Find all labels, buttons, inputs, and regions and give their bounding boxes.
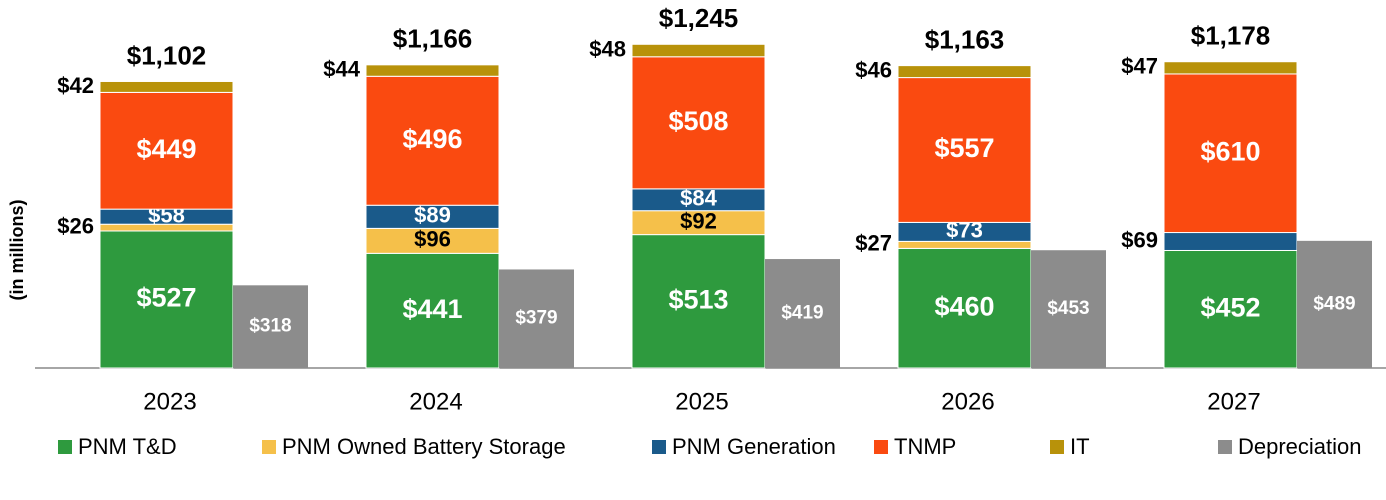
bar-segment	[1163, 249, 1298, 369]
legend-label: IT	[1070, 434, 1090, 459]
data-label: $89	[414, 203, 451, 228]
bar-segment	[897, 65, 1032, 79]
data-label: $92	[680, 208, 717, 233]
data-label: $513	[668, 284, 728, 314]
data-label: $379	[515, 308, 557, 329]
depreciation-bar	[765, 259, 840, 368]
x-tick-label: 2023	[143, 388, 196, 415]
legend-label: PNM Owned Battery Storage	[282, 434, 566, 459]
x-tick-label: 2027	[1207, 388, 1260, 415]
bar-segment	[99, 91, 234, 210]
x-tick-label: 2025	[675, 388, 728, 415]
bar-segment	[1163, 232, 1298, 251]
data-label: $452	[1200, 292, 1260, 322]
legend-label: PNM Generation	[672, 434, 836, 459]
bar-segment	[365, 64, 500, 77]
legend-label: Depreciation	[1238, 434, 1362, 459]
data-label: $453	[1047, 298, 1089, 319]
bar-segment	[897, 247, 1032, 369]
bar-segment	[365, 75, 500, 206]
bar-segment	[631, 43, 766, 58]
bar-segment	[99, 80, 234, 93]
legend-swatch	[1050, 440, 1064, 454]
legend-swatch	[1218, 440, 1232, 454]
data-label: $441	[402, 294, 462, 324]
data-label: $26	[57, 213, 94, 238]
data-label: $419	[781, 303, 823, 324]
data-label: $610	[1200, 136, 1260, 166]
total-label: $1,166	[393, 24, 473, 54]
data-label: $48	[589, 36, 626, 61]
data-label: $46	[855, 57, 892, 82]
data-label: $44	[323, 56, 360, 81]
total-label: $1,245	[659, 3, 739, 33]
bar-segment	[1163, 61, 1298, 75]
data-label: $460	[934, 291, 994, 321]
data-label: $69	[1121, 227, 1158, 252]
data-label: $27	[855, 231, 892, 256]
bar-segment	[99, 230, 234, 369]
depreciation-bar	[233, 285, 308, 368]
data-label: $318	[249, 316, 291, 337]
data-label: $508	[668, 106, 728, 136]
data-label: $449	[136, 134, 196, 164]
bar-segment	[631, 234, 766, 369]
legend-swatch	[262, 440, 276, 454]
data-label: $84	[680, 186, 717, 211]
data-label: $42	[57, 73, 94, 98]
bar-segment	[365, 252, 500, 369]
legend-swatch	[652, 440, 666, 454]
data-label: $47	[1121, 54, 1158, 79]
legend-label: PNM T&D	[78, 434, 177, 459]
depreciation-bar	[1297, 240, 1372, 368]
data-label: $489	[1313, 293, 1355, 314]
data-label: $557	[934, 133, 994, 163]
x-tick-label: 2026	[941, 388, 994, 415]
total-label: $1,163	[925, 24, 1005, 54]
total-label: $1,178	[1191, 21, 1271, 51]
legend-label: TNMP	[894, 434, 956, 459]
legend-swatch	[874, 440, 888, 454]
bar-segment	[631, 56, 766, 190]
depreciation-bar	[499, 269, 574, 368]
bar-segment	[365, 227, 500, 254]
depreciation-bar	[1031, 250, 1106, 368]
data-label: $96	[414, 227, 451, 252]
data-label: $496	[402, 124, 462, 154]
data-label: $527	[136, 283, 196, 313]
y-axis-label: (in millions)	[7, 199, 27, 300]
total-label: $1,102	[127, 40, 207, 70]
x-tick-label: 2024	[409, 388, 462, 415]
legend-swatch	[58, 440, 72, 454]
bar-segment	[897, 77, 1032, 223]
